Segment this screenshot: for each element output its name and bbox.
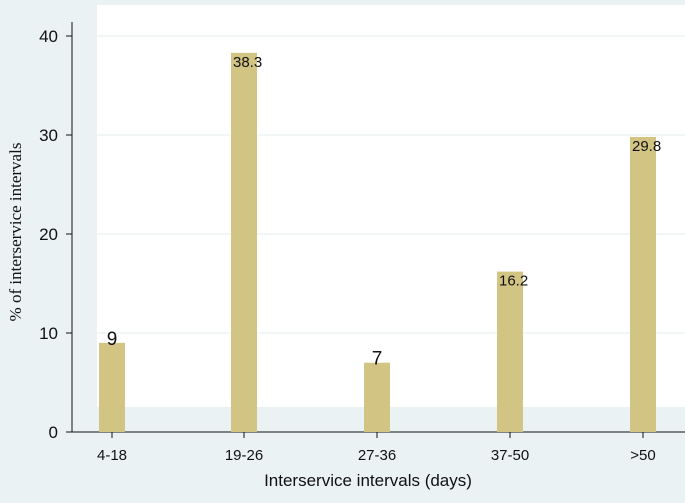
data-label: 29.8 [632, 138, 661, 155]
x-tick-label: 37-50 [491, 447, 529, 464]
x-tick-label: 27-36 [358, 447, 396, 464]
bar [630, 136, 656, 433]
y-axis-title: % of interservice intervals [6, 143, 25, 322]
bar [99, 342, 125, 432]
data-label: 16.2 [499, 273, 528, 290]
y-tick-label: 20 [39, 225, 58, 244]
x-tick-label: 4-18 [97, 447, 127, 464]
y-tick-label: 30 [39, 126, 58, 145]
data-label: 7 [372, 349, 383, 370]
bar [364, 362, 390, 432]
bar [231, 52, 257, 432]
x-tick-label: 19-26 [225, 447, 263, 464]
x-tick-label: >50 [630, 447, 655, 464]
y-tick-label: 0 [49, 423, 58, 442]
plot-area [97, 5, 685, 407]
data-labels: 9 38.3 7 16.2 29.8 [107, 54, 661, 370]
bars [99, 52, 656, 433]
y-tick-label: 40 [39, 27, 58, 46]
data-label: 38.3 [233, 54, 262, 71]
bar [497, 271, 523, 432]
x-axis-title: Interservice intervals (days) [264, 471, 472, 490]
x-ticks: 4-18 19-26 27-36 37-50 >50 [97, 432, 656, 464]
gridlines [97, 35, 685, 334]
data-label: 9 [107, 329, 118, 350]
y-tick-label: 10 [39, 324, 58, 343]
y-ticks: 0 10 20 30 40 [39, 27, 72, 442]
